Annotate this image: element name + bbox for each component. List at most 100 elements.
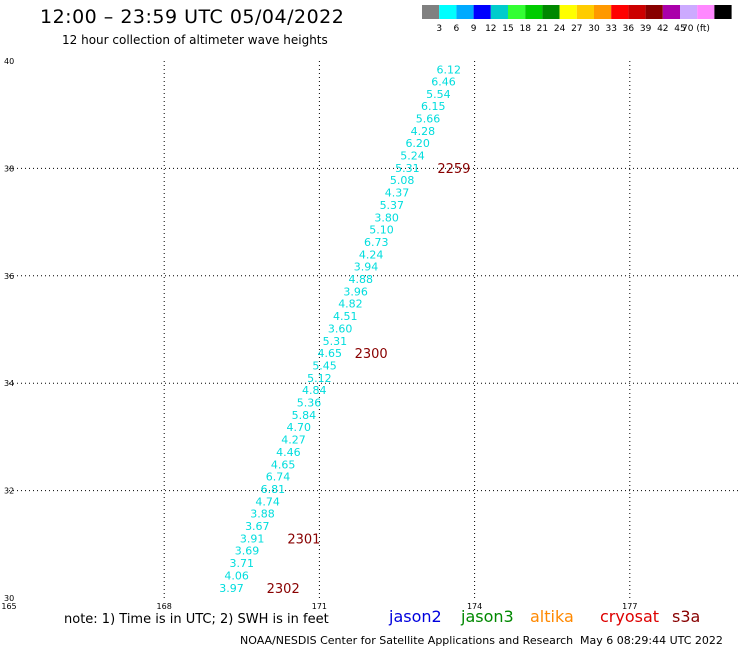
x-tick-label: 165	[1, 602, 16, 610]
wave-height-label: 5.54	[426, 88, 451, 101]
y-tick-label: 40	[4, 57, 14, 66]
legend-jason2: jason2	[389, 607, 442, 626]
wave-height-label: 6.15	[421, 100, 446, 113]
color-swatch	[422, 5, 440, 19]
color-scale-label: 36	[623, 24, 635, 34]
color-swatch	[525, 5, 543, 19]
wave-height-label: 3.60	[328, 322, 353, 335]
color-swatch	[680, 5, 698, 19]
color-scale-label: 70 (ft)	[682, 24, 710, 34]
wave-height-label: 3.97	[219, 582, 244, 595]
color-scale-label: 15	[502, 24, 513, 34]
wave-height-label: 4.27	[281, 434, 306, 447]
units-note: note: 1) Time is in UTC; 2) SWH is in fe…	[64, 612, 329, 627]
wave-height-label: 6.81	[261, 483, 286, 496]
wave-height-label: 4.65	[317, 347, 342, 360]
wave-height-label: 5.31	[323, 335, 348, 348]
wave-height-plot: 165 168 171 174 1773032343638406.126.465.546…	[1, 57, 740, 610]
wave-height-label: 5.10	[369, 224, 394, 237]
color-swatch	[662, 5, 680, 19]
x-tick-label: 171	[312, 602, 327, 610]
time-label: 2302	[267, 582, 300, 597]
color-swatch	[628, 5, 646, 19]
color-scale-label: 39	[640, 24, 652, 34]
wave-height-label: 3.91	[240, 532, 265, 545]
chart-title: 12:00 – 23:59 UTC 05/04/2022	[40, 6, 345, 28]
time-label: 2259	[437, 162, 470, 177]
color-swatch	[439, 5, 457, 19]
x-tick-label: 168	[157, 602, 172, 610]
footer-organization: NOAA/NESDIS Center for Satellite Applica…	[240, 634, 574, 647]
wave-height-label: 3.71	[230, 557, 255, 570]
color-swatch	[611, 5, 629, 19]
color-scale-label: 30	[588, 24, 600, 34]
wave-height-label: 4.88	[349, 273, 374, 286]
color-swatch	[697, 5, 715, 19]
wave-height-label: 4.51	[333, 310, 358, 323]
wave-height-label: 4.24	[359, 248, 384, 261]
color-swatch	[645, 5, 663, 19]
color-scale-label: 21	[537, 24, 548, 34]
color-swatch	[594, 5, 612, 19]
color-scale-label: 24	[554, 24, 566, 34]
y-tick-label: 38	[4, 164, 14, 173]
wave-height-label: 3.94	[354, 261, 379, 274]
color-swatch	[508, 5, 526, 19]
wave-height-label: 5.84	[292, 409, 317, 422]
color-scale-label: 3	[436, 24, 442, 34]
wave-height-label: 4.74	[255, 495, 280, 508]
y-tick-label: 36	[4, 272, 14, 281]
x-tick-label: 177	[622, 602, 637, 610]
legend-s3a: s3a	[672, 607, 701, 626]
wave-height-label: 4.82	[338, 298, 363, 311]
wave-height-label: 3.67	[245, 520, 270, 533]
color-swatch	[714, 5, 732, 19]
color-scale-label: 12	[485, 24, 496, 34]
color-swatch	[490, 5, 508, 19]
wave-height-label: 4.46	[276, 446, 301, 459]
time-label: 2300	[355, 347, 388, 362]
wave-height-label: 5.08	[390, 174, 415, 187]
legend-altika: altika	[530, 607, 574, 626]
chart-subtitle: 12 hour collection of altimeter wave hei…	[62, 33, 328, 47]
color-scale-label: 42	[657, 24, 668, 34]
y-tick-label: 32	[4, 487, 14, 496]
wave-height-label: 5.36	[297, 397, 322, 410]
x-tick-label: 174	[467, 602, 482, 610]
y-tick-label: 30	[4, 594, 14, 603]
wave-height-label: 4.65	[271, 458, 296, 471]
wave-height-label: 6.74	[266, 471, 291, 484]
wave-height-label: 3.80	[374, 211, 399, 224]
color-scale-label: 45	[674, 24, 685, 34]
footer-timestamp: May 6 08:29:44 UTC 2022	[580, 634, 723, 647]
wave-height-label: 3.88	[250, 508, 275, 521]
color-scale-label: 18	[519, 24, 531, 34]
wave-height-label: 5.24	[400, 150, 425, 163]
color-scale-label: 33	[605, 24, 616, 34]
color-scale-label: 9	[471, 24, 477, 34]
wave-height-label: 4.28	[411, 125, 436, 138]
wave-height-label: 3.69	[235, 545, 260, 558]
wave-height-label: 6.20	[405, 137, 430, 150]
color-scale-label: 27	[571, 24, 582, 34]
wave-height-label: 6.12	[436, 64, 461, 77]
color-swatch	[473, 5, 491, 19]
legend-cryosat: cryosat	[600, 607, 660, 626]
wave-height-label: 4.70	[286, 421, 311, 434]
color-swatch	[542, 5, 560, 19]
color-scale-label: 6	[454, 24, 460, 34]
wave-height-label: 5.37	[380, 199, 405, 212]
wave-height-label: 3.96	[343, 285, 368, 298]
wave-height-label: 4.37	[385, 187, 410, 200]
wave-height-label: 5.31	[395, 162, 420, 175]
y-tick-label: 34	[4, 379, 14, 388]
color-swatch	[456, 5, 474, 19]
wave-height-label: 4.84	[302, 384, 327, 397]
wave-height-label: 5.45	[312, 359, 337, 372]
time-label: 2301	[287, 532, 320, 547]
legend-jason3: jason3	[461, 607, 514, 626]
wave-height-label: 4.06	[224, 569, 249, 582]
wave-height-label: 6.46	[431, 75, 456, 88]
wave-height-label: 5.66	[416, 112, 441, 125]
